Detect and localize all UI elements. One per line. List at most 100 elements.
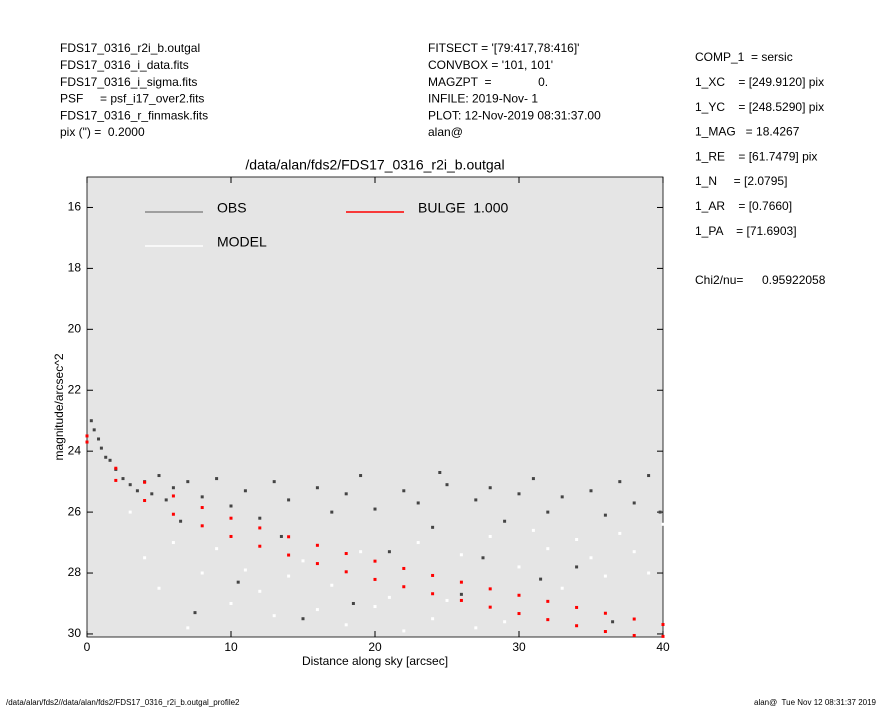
data-point bbox=[416, 501, 420, 505]
header-middle-line: CONVBOX = '101, 101' bbox=[428, 58, 553, 72]
data-point bbox=[459, 553, 463, 557]
chart-title: /data/alan/fds2/FDS17_0316_r2i_b.outgal bbox=[245, 157, 504, 173]
data-point bbox=[171, 512, 175, 516]
data-point bbox=[402, 629, 406, 633]
fit-parameter: 1_PA = [71.6903] bbox=[695, 224, 797, 238]
data-point bbox=[108, 458, 112, 462]
fit-parameter: 1_AR = [0.7660] bbox=[695, 199, 792, 213]
data-point bbox=[99, 446, 103, 450]
header-middle-line: MAGZPT = 0. bbox=[428, 75, 548, 89]
data-point bbox=[431, 525, 435, 529]
data-point bbox=[114, 466, 118, 470]
data-point bbox=[546, 547, 550, 551]
data-point bbox=[351, 601, 355, 605]
data-point bbox=[121, 477, 125, 481]
data-point bbox=[330, 583, 334, 587]
data-point bbox=[575, 565, 579, 569]
data-point bbox=[85, 434, 89, 438]
data-point bbox=[373, 605, 377, 609]
data-point bbox=[387, 550, 391, 554]
data-point bbox=[618, 531, 622, 535]
data-point bbox=[171, 494, 175, 498]
data-point bbox=[85, 440, 89, 444]
data-point bbox=[611, 620, 615, 624]
data-point bbox=[200, 571, 204, 575]
data-point bbox=[431, 617, 435, 621]
data-point bbox=[531, 477, 535, 481]
data-point bbox=[287, 498, 291, 502]
data-point bbox=[315, 608, 319, 612]
data-point bbox=[344, 623, 348, 627]
data-point bbox=[517, 565, 521, 569]
data-point bbox=[517, 593, 521, 597]
data-point bbox=[104, 455, 108, 459]
data-point bbox=[279, 534, 283, 538]
data-point bbox=[632, 501, 636, 505]
y-tick-label: 24 bbox=[68, 443, 82, 457]
data-point bbox=[632, 633, 636, 637]
data-point bbox=[445, 483, 449, 487]
data-point bbox=[560, 586, 564, 590]
data-point bbox=[272, 480, 276, 484]
data-point bbox=[560, 495, 564, 499]
footer-right: alan@ Tue Nov 12 08:31:37 2019 bbox=[754, 698, 877, 707]
data-point bbox=[287, 535, 291, 539]
y-tick-label: 16 bbox=[68, 200, 82, 214]
header-left-line: FDS17_0316_r2i_b.outgal bbox=[60, 41, 200, 55]
header-left-line: FDS17_0316_i_sigma.fits bbox=[60, 75, 197, 89]
data-point bbox=[128, 483, 132, 487]
data-point bbox=[459, 580, 463, 584]
data-point bbox=[236, 580, 240, 584]
data-point bbox=[301, 559, 305, 563]
data-point bbox=[215, 477, 219, 481]
data-point bbox=[373, 559, 377, 563]
data-point bbox=[114, 478, 118, 482]
chi2-value: 0.95922058 bbox=[762, 273, 826, 287]
header-middle-line: INFILE: 2019-Nov- 1 bbox=[428, 92, 538, 106]
data-point bbox=[575, 605, 579, 609]
data-point bbox=[402, 489, 406, 493]
data-point bbox=[373, 507, 377, 511]
data-point bbox=[258, 526, 262, 530]
y-tick-label: 22 bbox=[68, 382, 82, 396]
data-point bbox=[459, 598, 463, 602]
data-point bbox=[575, 624, 579, 628]
data-point bbox=[258, 516, 262, 520]
data-point bbox=[143, 480, 147, 484]
data-point bbox=[632, 617, 636, 621]
data-point bbox=[632, 550, 636, 554]
y-tick-label: 18 bbox=[68, 261, 82, 275]
data-point bbox=[539, 577, 543, 581]
data-point bbox=[488, 605, 492, 609]
y-tick-label: 20 bbox=[68, 321, 82, 335]
data-point bbox=[344, 552, 348, 556]
data-point bbox=[618, 480, 622, 484]
data-point bbox=[89, 419, 93, 423]
data-point bbox=[488, 486, 492, 490]
data-point bbox=[402, 585, 406, 589]
data-point bbox=[200, 524, 204, 528]
data-point bbox=[157, 474, 161, 478]
data-point bbox=[92, 428, 96, 432]
data-point bbox=[258, 589, 262, 593]
data-point bbox=[128, 510, 132, 514]
header-left-line: pix (") = 0.2000 bbox=[60, 125, 145, 139]
data-point bbox=[215, 547, 219, 551]
data-point bbox=[258, 544, 262, 548]
fit-parameter: 1_XC = [249.9120] pix bbox=[695, 75, 824, 89]
legend-label: MODEL bbox=[217, 234, 267, 250]
legend-label: OBS bbox=[217, 200, 247, 216]
header-middle-line: alan@ bbox=[428, 125, 463, 139]
fit-parameter: 1_YC = [248.5290] pix bbox=[695, 100, 824, 114]
data-point bbox=[171, 486, 175, 490]
legend-label: BULGE 1.000 bbox=[418, 200, 508, 216]
data-point bbox=[359, 474, 363, 478]
data-point bbox=[546, 510, 550, 514]
fit-parameter: 1_RE = [61.7479] pix bbox=[695, 149, 817, 163]
data-point bbox=[150, 492, 154, 496]
data-point bbox=[661, 623, 665, 627]
x-tick-label: 10 bbox=[224, 640, 238, 654]
y-tick-label: 28 bbox=[68, 565, 82, 579]
x-tick-label: 20 bbox=[368, 640, 382, 654]
data-point bbox=[243, 489, 247, 493]
